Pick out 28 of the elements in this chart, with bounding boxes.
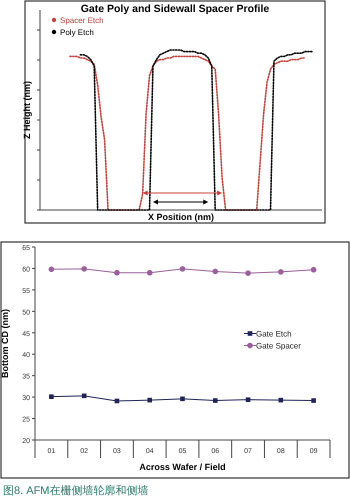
point	[245, 270, 251, 276]
chart-title: Gate Poly and Sidewall Spacer Profile	[80, 3, 270, 15]
point	[81, 266, 87, 272]
y-axis-title: Bottom CD (nm)	[0, 309, 10, 378]
point	[180, 266, 186, 272]
y-axis-title: Z Height (nm)	[22, 81, 32, 139]
caption: 图8. AFM在栅侧墙轮廓和侧墙	[3, 484, 148, 497]
point	[278, 269, 284, 275]
point	[114, 270, 120, 276]
point	[311, 398, 316, 403]
point	[147, 398, 152, 402]
point	[49, 394, 54, 399]
legend-label: Spacer Etch	[60, 16, 104, 25]
legend-label: Gate Spacer	[256, 342, 302, 350]
x-axis-title: Across Wafer / Field	[139, 462, 226, 472]
legend-label: Gate Etch	[256, 330, 292, 338]
point	[146, 270, 153, 276]
point	[212, 398, 218, 403]
point	[82, 394, 86, 398]
point	[310, 266, 316, 273]
legend-label: Poly Etch	[60, 28, 94, 37]
point	[246, 397, 250, 402]
point	[278, 398, 284, 402]
point	[212, 268, 218, 274]
point	[48, 266, 54, 272]
point	[114, 398, 120, 404]
point	[180, 396, 185, 402]
x-axis-title: X Position (nm)	[148, 212, 214, 222]
